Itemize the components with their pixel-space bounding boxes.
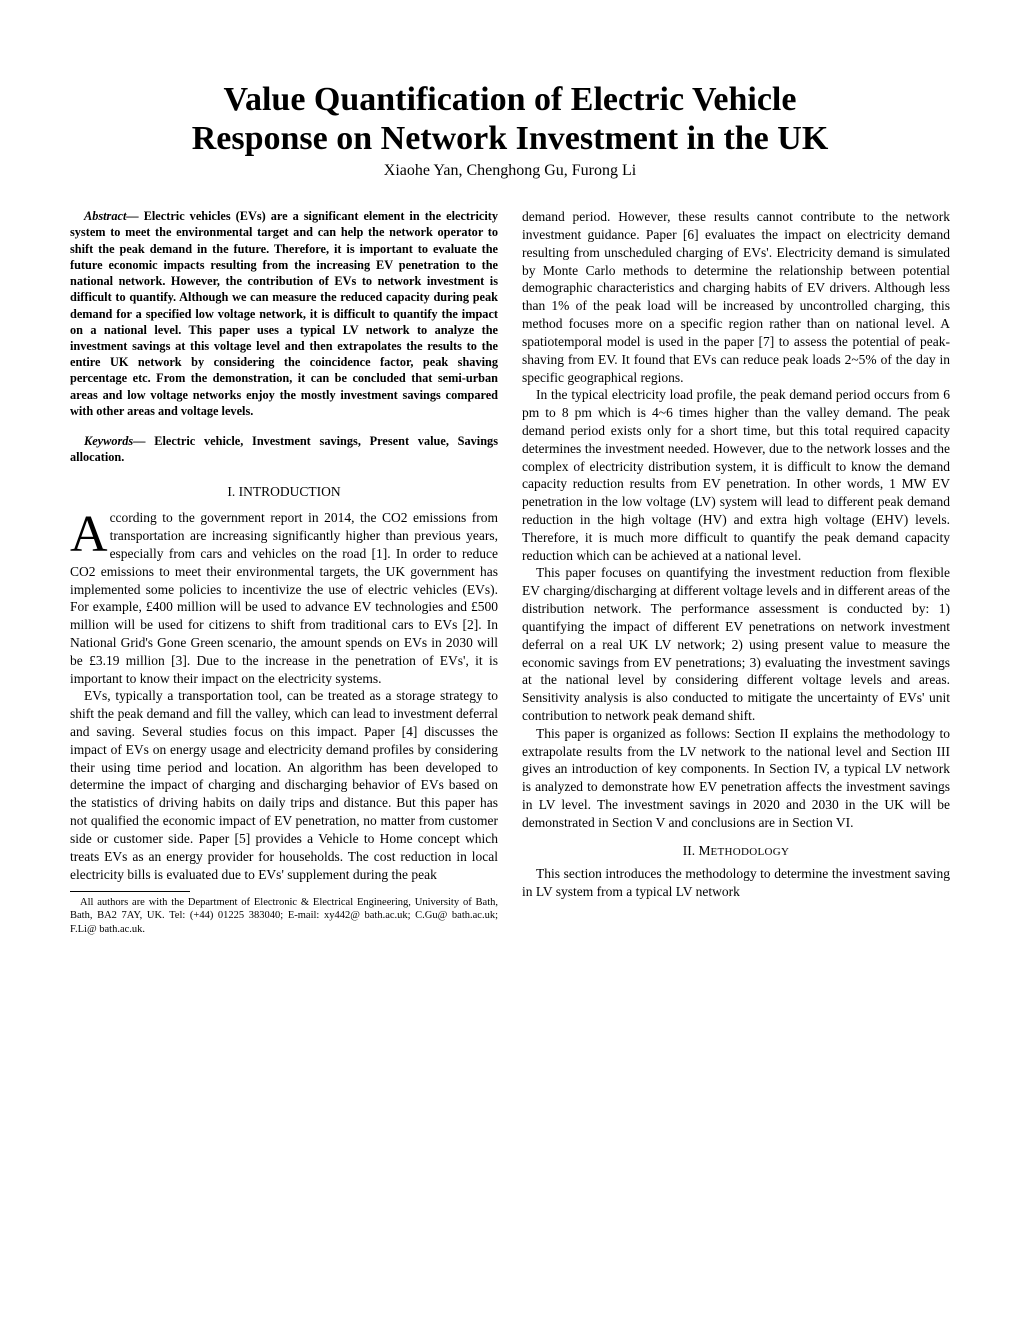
section2-prefix: II. M <box>683 843 711 858</box>
section-heading-introduction: I. INTRODUCTION <box>70 483 498 501</box>
abstract-label: Abstract— <box>84 209 139 223</box>
title-line-1: Value Quantification of Electric Vehicle <box>224 81 797 118</box>
paper-title: Value Quantification of Electric Vehicle… <box>70 80 950 158</box>
section-heading-methodology: II. METHODOLOGY <box>522 842 950 860</box>
abstract-block: Abstract— Electric vehicles (EVs) are a … <box>70 208 498 419</box>
col2-paragraph-2: In the typical electricity load profile,… <box>522 386 950 564</box>
col2-paragraph-4: This paper is organized as follows: Sect… <box>522 725 950 832</box>
col2-paragraph-5: This section introduces the methodology … <box>522 865 950 901</box>
abstract-text: Electric vehicles (EVs) are a significan… <box>70 209 498 418</box>
section2-word: ETHODOLOGY <box>710 846 789 858</box>
col2-paragraph-3: This paper focuses on quantifying the in… <box>522 564 950 724</box>
footnote-rule <box>70 891 190 892</box>
intro-paragraph-1: According to the government report in 20… <box>70 509 498 687</box>
intro-p1-text: ccording to the government report in 201… <box>70 510 498 685</box>
keywords-block: Keywords— Electric vehicle, Investment s… <box>70 433 498 465</box>
dropcap-letter: A <box>70 509 110 557</box>
author-line: Xiaohe Yan, Chenghong Gu, Furong Li <box>70 162 950 180</box>
title-line-2: Response on Network Investment in the UK <box>192 120 829 157</box>
col2-paragraph-1: demand period. However, these results ca… <box>522 208 950 386</box>
two-column-body: Abstract— Electric vehicles (EVs) are a … <box>70 208 950 936</box>
keywords-label: Keywords— <box>84 434 146 448</box>
author-footnote: All authors are with the Department of E… <box>70 896 498 935</box>
intro-paragraph-2: EVs, typically a transportation tool, ca… <box>70 687 498 883</box>
